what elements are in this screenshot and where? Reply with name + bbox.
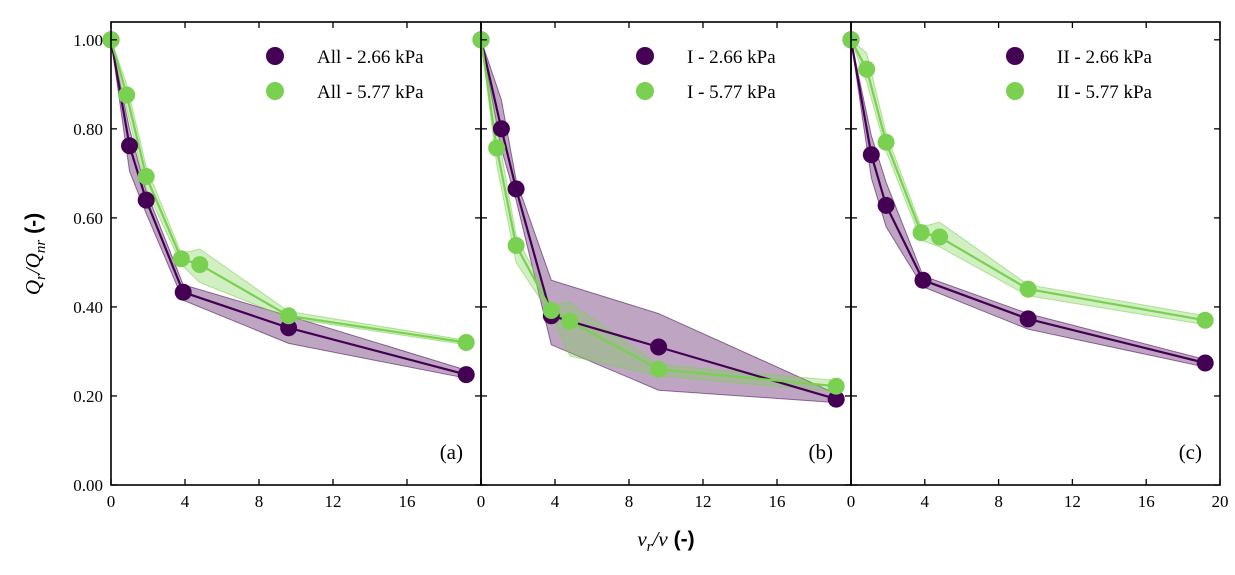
y-axis-title-sub: r — [33, 274, 49, 280]
data-point-1-2-5 — [191, 256, 209, 274]
data-point-2-2-4 — [542, 302, 560, 319]
legend-label-2-2: I - 5.77 kPa — [687, 82, 776, 103]
data-point-3-2-4 — [912, 224, 930, 242]
data-point-3-2-7 — [1196, 311, 1214, 329]
x-tick-label-1-1: 0 — [107, 492, 116, 511]
y-axis-title-mid: /Q — [21, 253, 45, 275]
y-axis-title-var: Q — [21, 280, 45, 295]
y-tick-label-1: 0.00 — [73, 476, 103, 495]
data-point-3-2-5 — [931, 228, 949, 246]
data-point-3-2-3 — [877, 133, 895, 151]
data-point-3-1-3 — [877, 196, 895, 214]
panel-2: 0 4 8 12 16 I - 2.66 kPa I - 5.77 kPa (b) — [472, 21, 852, 511]
x-tick-label-3-1: 0 — [847, 492, 856, 511]
data-point-1-1-3 — [137, 191, 155, 209]
panel-tag-3: (c) — [1179, 440, 1202, 464]
series-line-2-1 — [479, 39, 837, 401]
x-axis-title-unit: (-) — [674, 528, 695, 551]
x-tick-label-1-4: 12 — [325, 492, 342, 511]
data-point-1-2-3 — [137, 168, 155, 185]
x-tick-label-3-5: 16 — [1138, 492, 1155, 511]
data-point-1-2-2 — [118, 86, 136, 104]
y-tick-label-5: 0.80 — [73, 120, 103, 139]
data-point-3-1-6 — [1196, 354, 1214, 372]
legend-marker-1-1 — [266, 47, 284, 65]
data-point-3-2-2 — [858, 60, 876, 78]
legend-label-3-1: II - 2.66 kPa — [1057, 47, 1153, 68]
x-axis-title-var: v — [637, 527, 647, 551]
x-tick-label-1-3: 8 — [255, 492, 264, 511]
y-tick-label-6: 1.00 — [73, 31, 103, 50]
data-point-1-2-6 — [280, 307, 298, 325]
x-tick-label-1-5: 16 — [399, 492, 416, 511]
y-tick-label-2: 0.20 — [73, 387, 103, 406]
legend-marker-3-2 — [1006, 82, 1024, 100]
x-tick-label-2-3: 8 — [625, 492, 634, 511]
data-point-2-2-6 — [650, 360, 668, 378]
x-axis-title-sub: r — [647, 539, 653, 555]
legend-label-1-2: All - 5.77 kPa — [317, 82, 424, 103]
x-tick-label-2-4: 12 — [695, 492, 712, 511]
x-tick-label-3-3: 8 — [994, 492, 1003, 511]
panel-tag-1: (a) — [440, 440, 463, 464]
x-tick-label-2-2: 4 — [551, 492, 560, 511]
x-tick-label-2-1: 0 — [477, 492, 486, 511]
data-point-2-1-3 — [507, 180, 525, 198]
data-point-1-1-2 — [121, 137, 138, 155]
x-tick-label-3-4: 12 — [1064, 492, 1081, 511]
y-tick-label-3: 0.40 — [73, 298, 103, 317]
legend-marker-2-1 — [636, 47, 654, 65]
legend-marker-2-2 — [636, 82, 654, 100]
data-point-2-1-6 — [827, 390, 845, 408]
data-point-1-2-4 — [172, 250, 190, 268]
data-point-1-1-6 — [457, 366, 475, 384]
data-point-3-2-6 — [1019, 280, 1037, 298]
legend-marker-1-2 — [266, 82, 284, 100]
panel-3: 0 4 8 12 16 20 II - 2.66 kPa II - 5.77 kPa (c) — [842, 21, 1229, 511]
panel-tag-2: (b) — [809, 440, 834, 464]
panel-frame-3 — [850, 21, 1221, 486]
data-point-1-2-7 — [457, 334, 475, 351]
y-axis-title-sub2: nr — [33, 240, 49, 254]
x-axis-title-mid: /v — [652, 527, 669, 551]
data-point-2-1-2 — [492, 120, 510, 138]
data-point-2-2-7 — [827, 377, 845, 395]
x-tick-label-1-2: 4 — [181, 492, 190, 511]
y-axis-title: Qr/Qnr (-) — [21, 213, 49, 295]
x-tick-label-3-2: 4 — [921, 492, 930, 511]
data-point-2-1-5 — [650, 338, 668, 356]
y-axis-title-unit: (-) — [22, 213, 45, 234]
x-axis-title: vr/v (-) — [637, 527, 694, 555]
legend-marker-3-1 — [1006, 47, 1024, 65]
data-point-2-2-5 — [561, 312, 579, 330]
data-point-1-1-4 — [174, 283, 192, 301]
x-tick-label-3-6: 20 — [1212, 492, 1229, 511]
legend-label-2-1: I - 2.66 kPa — [687, 47, 776, 68]
legend-label-3-2: II - 5.77 kPa — [1057, 82, 1153, 103]
x-tick-label-2-5: 16 — [769, 492, 786, 511]
data-point-2-2-2 — [488, 139, 506, 157]
legend-label-1-1: All - 2.66 kPa — [317, 47, 424, 68]
data-point-2-2-3 — [507, 237, 525, 254]
data-point-3-1-2 — [862, 146, 880, 164]
y-tick-label-4: 0.60 — [73, 209, 103, 228]
data-point-3-1-5 — [1019, 310, 1037, 328]
panel-1: 0 4 8 12 16 0.00 0.20 0.40 0.60 0.80 1.00 All - 2.6… — [73, 21, 482, 511]
series-line-1-1 — [109, 39, 467, 376]
data-point-3-1-4 — [914, 271, 932, 289]
series-line-3-1 — [849, 39, 1206, 365]
data-point-1-1-5 — [280, 319, 298, 337]
